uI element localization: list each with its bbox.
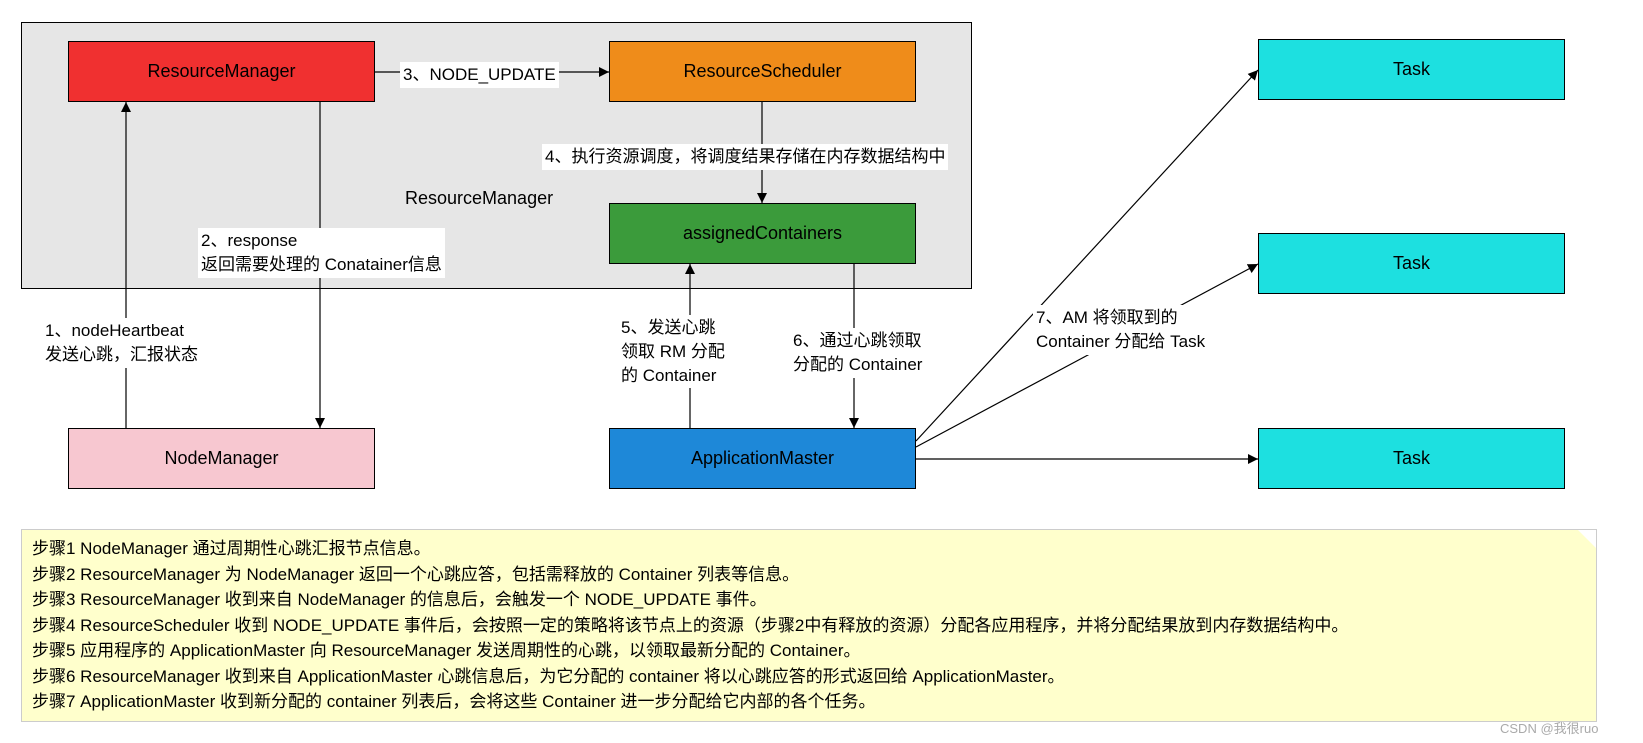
- node-assigned-containers: assignedContainers: [609, 203, 916, 264]
- node-node-manager: NodeManager: [68, 428, 375, 489]
- node-label: ApplicationMaster: [691, 448, 834, 469]
- node-task-2: Task: [1258, 233, 1565, 294]
- node-label: ResourceManager: [147, 61, 295, 82]
- node-label: Task: [1393, 59, 1430, 80]
- note-line: 步骤7 ApplicationMaster 收到新分配的 container 列…: [32, 689, 1586, 715]
- node-label: NodeManager: [164, 448, 278, 469]
- note-fold-icon: [1578, 530, 1596, 548]
- watermark: CSDN @我很ruo: [1500, 718, 1598, 737]
- note-line: 步骤1 NodeManager 通过周期性心跳汇报节点信息。: [32, 536, 1586, 562]
- edge-e7b: [916, 264, 1258, 447]
- node-resource-manager: ResourceManager: [68, 41, 375, 102]
- edge-label-e6: 6、通过心跳领取分配的 Container: [790, 328, 925, 378]
- node-label: ResourceScheduler: [683, 61, 841, 82]
- node-task-1: Task: [1258, 39, 1565, 100]
- steps-note: 步骤1 NodeManager 通过周期性心跳汇报节点信息。步骤2 Resour…: [21, 529, 1597, 722]
- node-label: assignedContainers: [683, 223, 842, 244]
- edge-label-e4: 4、执行资源调度，将调度结果存储在内存数据结构中: [542, 144, 948, 170]
- note-line: 步骤3 ResourceManager 收到来自 NodeManager 的信息…: [32, 587, 1586, 613]
- edge-label-e5: 5、发送心跳领取 RM 分配的 Container: [618, 315, 728, 388]
- node-label: Task: [1393, 253, 1430, 274]
- node-task-3: Task: [1258, 428, 1565, 489]
- node-label: Task: [1393, 448, 1430, 469]
- note-line: 步骤2 ResourceManager 为 NodeManager 返回一个心跳…: [32, 562, 1586, 588]
- node-resource-scheduler: ResourceScheduler: [609, 41, 916, 102]
- edge-label-e1: 1、nodeHeartbeat发送心跳，汇报状态: [42, 318, 201, 368]
- resource-manager-container-label: ResourceManager: [405, 188, 553, 209]
- note-line: 步骤6 ResourceManager 收到来自 ApplicationMast…: [32, 664, 1586, 690]
- note-line: 步骤5 应用程序的 ApplicationMaster 向 ResourceMa…: [32, 638, 1586, 664]
- edge-label-e3: 3、NODE_UPDATE: [400, 62, 559, 88]
- edge-label-e2: 2、response返回需要处理的 Conatainer信息: [198, 228, 445, 278]
- note-line: 步骤4 ResourceScheduler 收到 NODE_UPDATE 事件后…: [32, 613, 1586, 639]
- edge-label-e7c: 7、AM 将领取到的Container 分配给 Task: [1033, 305, 1208, 355]
- node-application-master: ApplicationMaster: [609, 428, 916, 489]
